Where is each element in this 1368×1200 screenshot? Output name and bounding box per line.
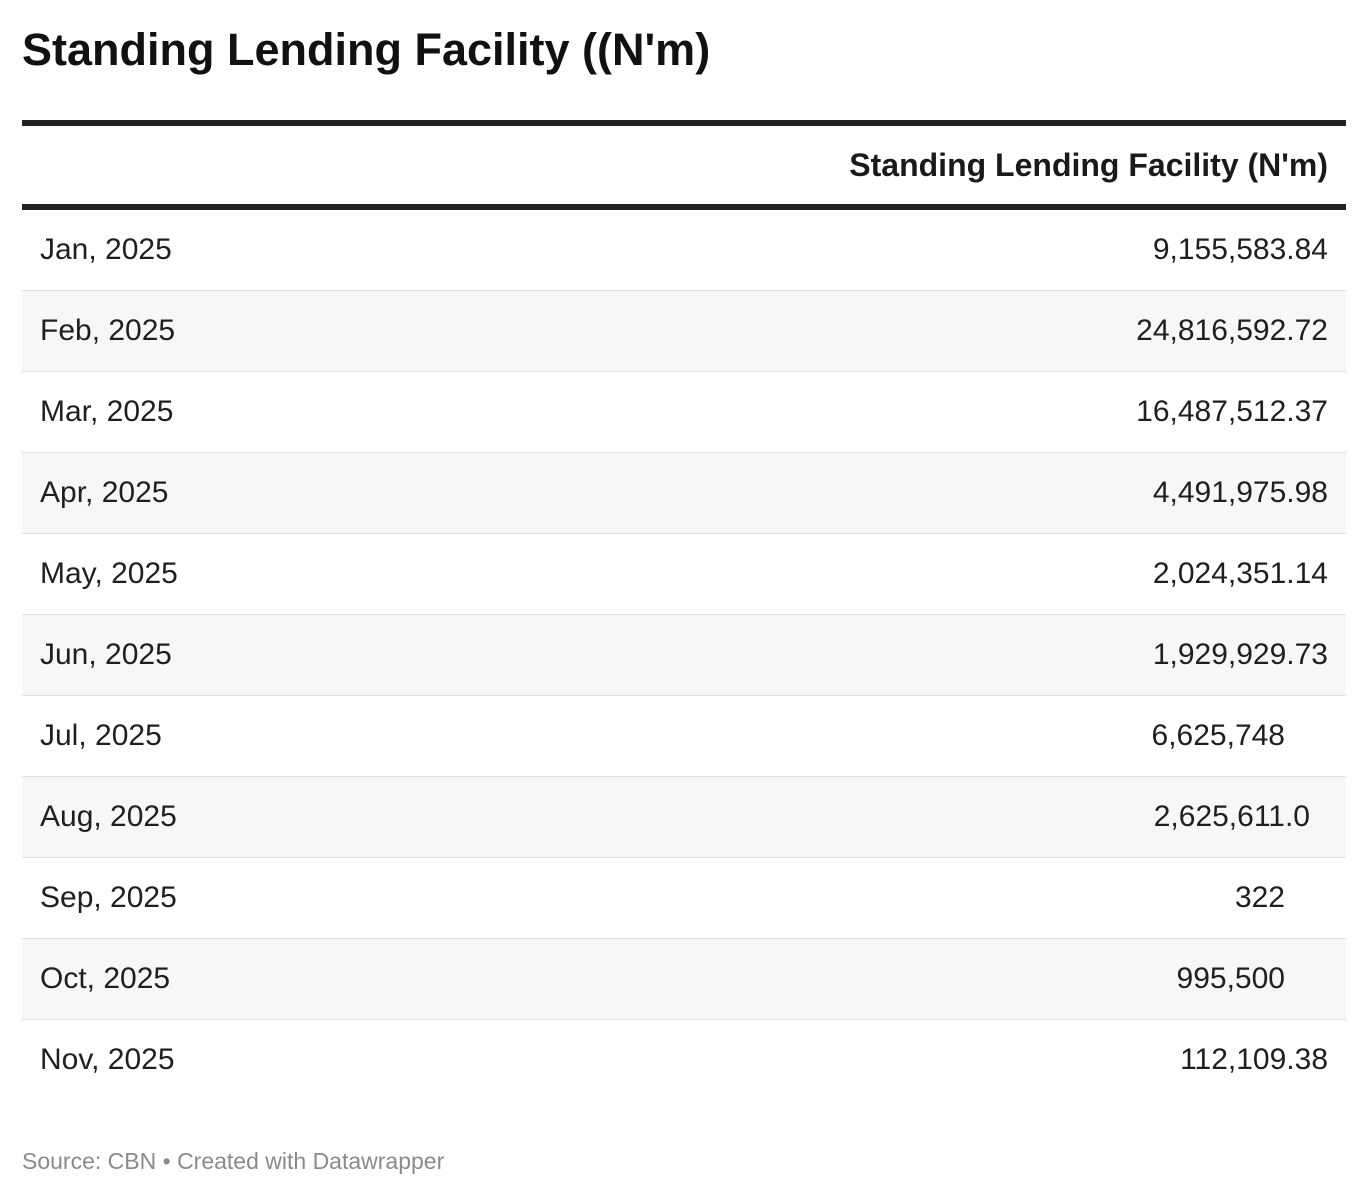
row-label: Nov, 2025 [22, 1043, 175, 1077]
credit-note: Created with Datawrapper [177, 1148, 444, 1174]
row-label: Aug, 2025 [22, 800, 177, 834]
row-label: Sep, 2025 [22, 881, 177, 915]
row-value: 322 [1235, 881, 1346, 915]
table-row: Jul, 2025 6,625,748 [22, 696, 1346, 777]
table-row: Aug, 2025 2,625,611.0 [22, 777, 1346, 858]
row-label: Mar, 2025 [22, 395, 173, 429]
row-value: 9,155,583.84 [1153, 233, 1346, 267]
row-label: Jun, 2025 [22, 638, 172, 672]
table-row: Jan, 2025 9,155,583.84 [22, 210, 1346, 291]
row-label: Apr, 2025 [22, 476, 168, 510]
chart-footer: Source: CBN • Created with Datawrapper [22, 1148, 444, 1175]
row-value: 112,109.38 [1180, 1043, 1346, 1077]
table-row: Nov, 2025 112,109.38 [22, 1020, 1346, 1100]
row-value: 24,816,592.72 [1136, 314, 1346, 348]
table-row: Mar, 2025 16,487,512.37 [22, 372, 1346, 453]
row-label: Jul, 2025 [22, 719, 162, 753]
table-header-row: Standing Lending Facility (N'm) [22, 126, 1346, 204]
row-value: 2,625,611.0 [1154, 800, 1346, 834]
row-value: 16,487,512.37 [1136, 395, 1346, 429]
row-label: Oct, 2025 [22, 962, 170, 996]
row-value: 995,500 [1177, 962, 1346, 996]
data-table: Standing Lending Facility (N'm) Jan, 202… [22, 120, 1346, 1100]
table-row: Sep, 2025 322 [22, 858, 1346, 939]
table-row: Apr, 2025 4,491,975.98 [22, 453, 1346, 534]
row-label: May, 2025 [22, 557, 178, 591]
footer-separator: • [156, 1148, 177, 1174]
row-value: 4,491,975.98 [1153, 476, 1346, 510]
row-value: 1,929,929.73 [1153, 638, 1346, 672]
column-header-value: Standing Lending Facility (N'm) [849, 147, 1346, 184]
row-label: Jan, 2025 [22, 233, 172, 267]
row-value: 6,625,748 [1152, 719, 1346, 753]
table-row: May, 2025 2,024,351.14 [22, 534, 1346, 615]
table-row: Feb, 2025 24,816,592.72 [22, 291, 1346, 372]
row-value: 2,024,351.14 [1153, 557, 1346, 591]
chart-title: Standing Lending Facility ((N'm) [22, 22, 710, 78]
row-label: Feb, 2025 [22, 314, 175, 348]
table-row: Jun, 2025 1,929,929.73 [22, 615, 1346, 696]
table-row: Oct, 2025 995,500 [22, 939, 1346, 1020]
source-note: Source: CBN [22, 1148, 156, 1174]
table-body: Jan, 2025 9,155,583.84 Feb, 2025 24,816,592… [22, 210, 1346, 1100]
